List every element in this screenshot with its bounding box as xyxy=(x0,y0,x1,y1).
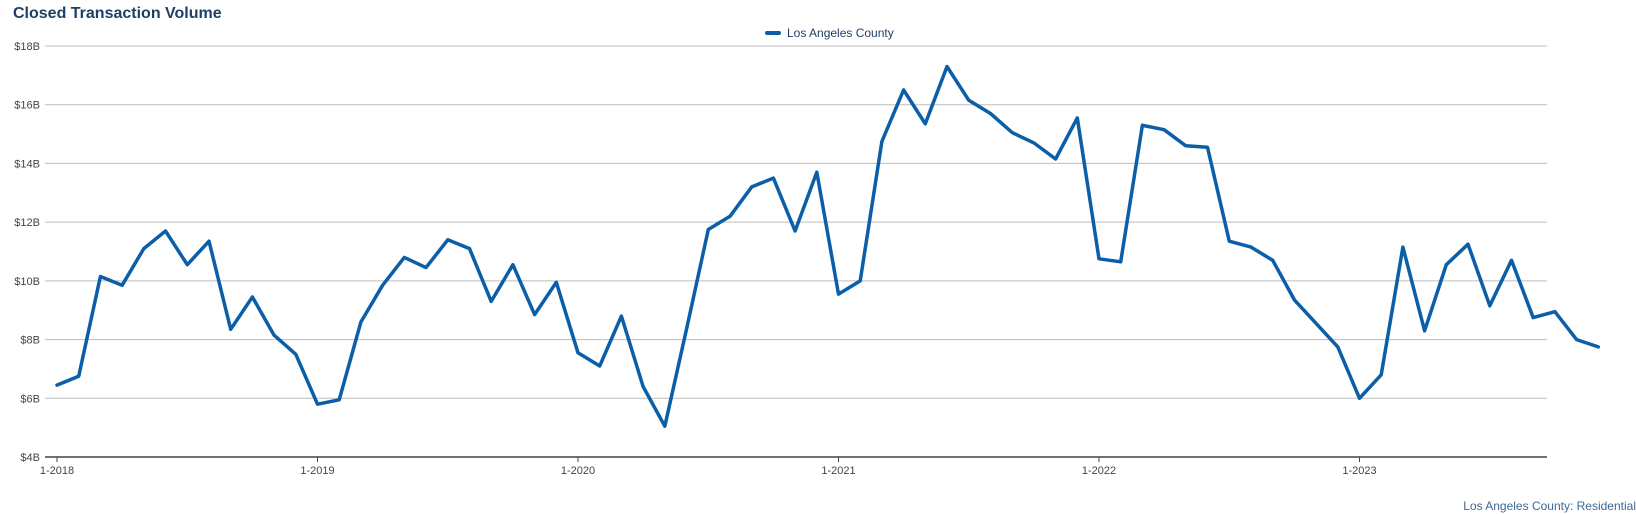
series-line-los-angeles-county xyxy=(55,64,1601,428)
data-point xyxy=(337,398,341,402)
data-point xyxy=(489,299,493,303)
data-point xyxy=(1206,145,1210,149)
data-point xyxy=(1509,258,1513,262)
data-point xyxy=(1488,304,1492,308)
data-point xyxy=(1466,242,1470,246)
x-tick-label: 1-2021 xyxy=(821,465,855,477)
x-tick-label: 1-2018 xyxy=(40,465,74,477)
data-point xyxy=(467,247,471,251)
chart-title: Closed Transaction Volume xyxy=(13,5,222,22)
data-point xyxy=(533,313,537,317)
data-point xyxy=(771,176,775,180)
x-tick-label: 1-2020 xyxy=(561,465,595,477)
data-point xyxy=(1097,257,1101,261)
data-point xyxy=(1292,298,1296,302)
data-point xyxy=(316,402,320,406)
data-point xyxy=(576,351,580,355)
data-point xyxy=(359,320,363,324)
data-point xyxy=(142,247,146,251)
x-tick-label: 1-2022 xyxy=(1082,465,1116,477)
data-point xyxy=(98,274,102,278)
data-point xyxy=(1423,329,1427,333)
data-point xyxy=(1184,144,1188,148)
y-tick-label: $10B xyxy=(14,276,40,288)
data-point xyxy=(880,139,884,143)
data-point xyxy=(945,65,949,69)
data-point xyxy=(641,385,645,389)
data-point xyxy=(1596,345,1600,349)
data-point xyxy=(988,112,992,116)
data-point xyxy=(728,214,732,218)
data-point xyxy=(1271,258,1275,262)
data-point xyxy=(250,295,254,299)
y-tick-label: $14B xyxy=(14,158,40,170)
data-point xyxy=(1140,123,1144,127)
data-point xyxy=(185,263,189,267)
data-point xyxy=(1075,116,1079,120)
data-point xyxy=(706,227,710,231)
data-point xyxy=(750,185,754,189)
x-tick-label: 1-2019 xyxy=(300,465,334,477)
data-point xyxy=(207,239,211,243)
data-point xyxy=(272,333,276,337)
data-point xyxy=(837,292,841,296)
data-point xyxy=(1531,316,1535,320)
data-point xyxy=(294,352,298,356)
data-point xyxy=(1336,345,1340,349)
data-point xyxy=(619,314,623,318)
footer-note: Los Angeles County: Residential xyxy=(1463,499,1636,513)
data-point xyxy=(511,263,515,267)
data-point xyxy=(1575,338,1579,342)
data-point xyxy=(120,283,124,287)
y-tick-label: $12B xyxy=(14,217,40,229)
y-tick-label: $6B xyxy=(20,393,40,405)
data-point xyxy=(1054,157,1058,161)
data-point xyxy=(381,283,385,287)
data-point xyxy=(164,229,168,233)
data-point xyxy=(598,364,602,368)
data-point xyxy=(1444,263,1448,267)
data-point xyxy=(446,238,450,242)
data-point xyxy=(685,327,689,331)
data-point xyxy=(1227,239,1231,243)
data-point xyxy=(1553,310,1557,314)
data-point xyxy=(1249,245,1253,249)
data-point xyxy=(1162,128,1166,132)
data-point xyxy=(923,122,927,126)
data-point xyxy=(1401,245,1405,249)
data-point xyxy=(902,88,906,92)
data-point xyxy=(1032,141,1036,145)
data-point xyxy=(1010,131,1014,135)
x-tick-label: 1-2023 xyxy=(1342,465,1376,477)
data-point xyxy=(815,170,819,174)
data-point xyxy=(663,424,667,428)
y-tick-label: $4B xyxy=(20,452,40,464)
data-point xyxy=(858,279,862,283)
data-point xyxy=(229,327,233,331)
data-point xyxy=(55,383,59,387)
legend-swatch xyxy=(765,31,781,35)
data-point xyxy=(424,266,428,270)
y-tick-label: $8B xyxy=(20,335,40,347)
data-point xyxy=(1379,373,1383,377)
legend[interactable]: Los Angeles County xyxy=(765,26,894,40)
data-point xyxy=(402,255,406,259)
data-point xyxy=(554,280,558,284)
data-point xyxy=(77,374,81,378)
data-point xyxy=(1358,396,1362,400)
legend-label: Los Angeles County xyxy=(787,26,894,40)
data-point xyxy=(1119,260,1123,264)
y-tick-label: $16B xyxy=(14,100,40,112)
data-point xyxy=(793,229,797,233)
y-tick-label: $18B xyxy=(14,41,40,53)
data-point xyxy=(1314,321,1318,325)
data-point xyxy=(967,98,971,102)
